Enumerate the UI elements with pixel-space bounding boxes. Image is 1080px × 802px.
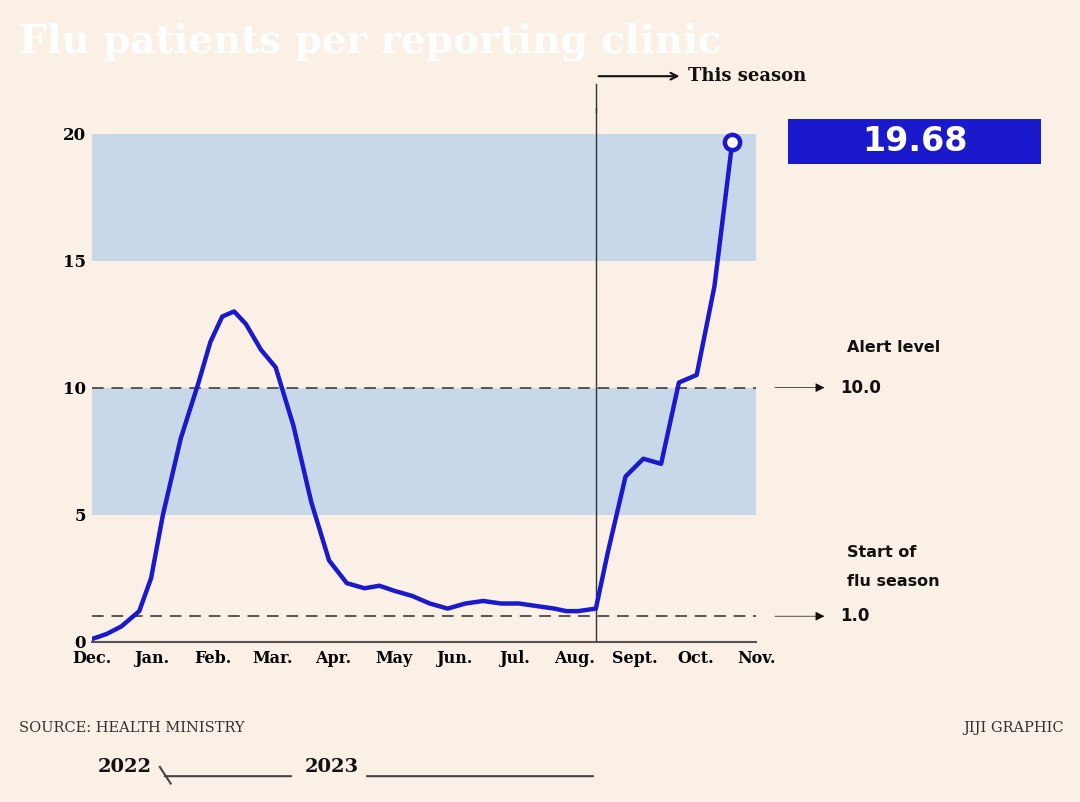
Text: Start of: Start of bbox=[847, 545, 916, 560]
Text: 10.0: 10.0 bbox=[840, 379, 881, 397]
Text: SOURCE: HEALTH MINISTRY: SOURCE: HEALTH MINISTRY bbox=[19, 721, 245, 735]
Text: 1.0: 1.0 bbox=[840, 607, 869, 626]
Text: This season: This season bbox=[688, 67, 806, 85]
Text: Flu patients per reporting clinic: Flu patients per reporting clinic bbox=[19, 22, 721, 61]
Bar bbox=[92, 387, 756, 515]
Bar bbox=[92, 134, 756, 261]
Text: JIJI GRAPHIC: JIJI GRAPHIC bbox=[963, 721, 1064, 735]
Text: Alert level: Alert level bbox=[847, 340, 940, 355]
Text: flu season: flu season bbox=[847, 574, 940, 589]
Text: 2023: 2023 bbox=[305, 758, 359, 776]
Text: 19.68: 19.68 bbox=[862, 125, 968, 158]
Text: 2022: 2022 bbox=[97, 758, 151, 776]
FancyBboxPatch shape bbox=[788, 119, 1041, 164]
